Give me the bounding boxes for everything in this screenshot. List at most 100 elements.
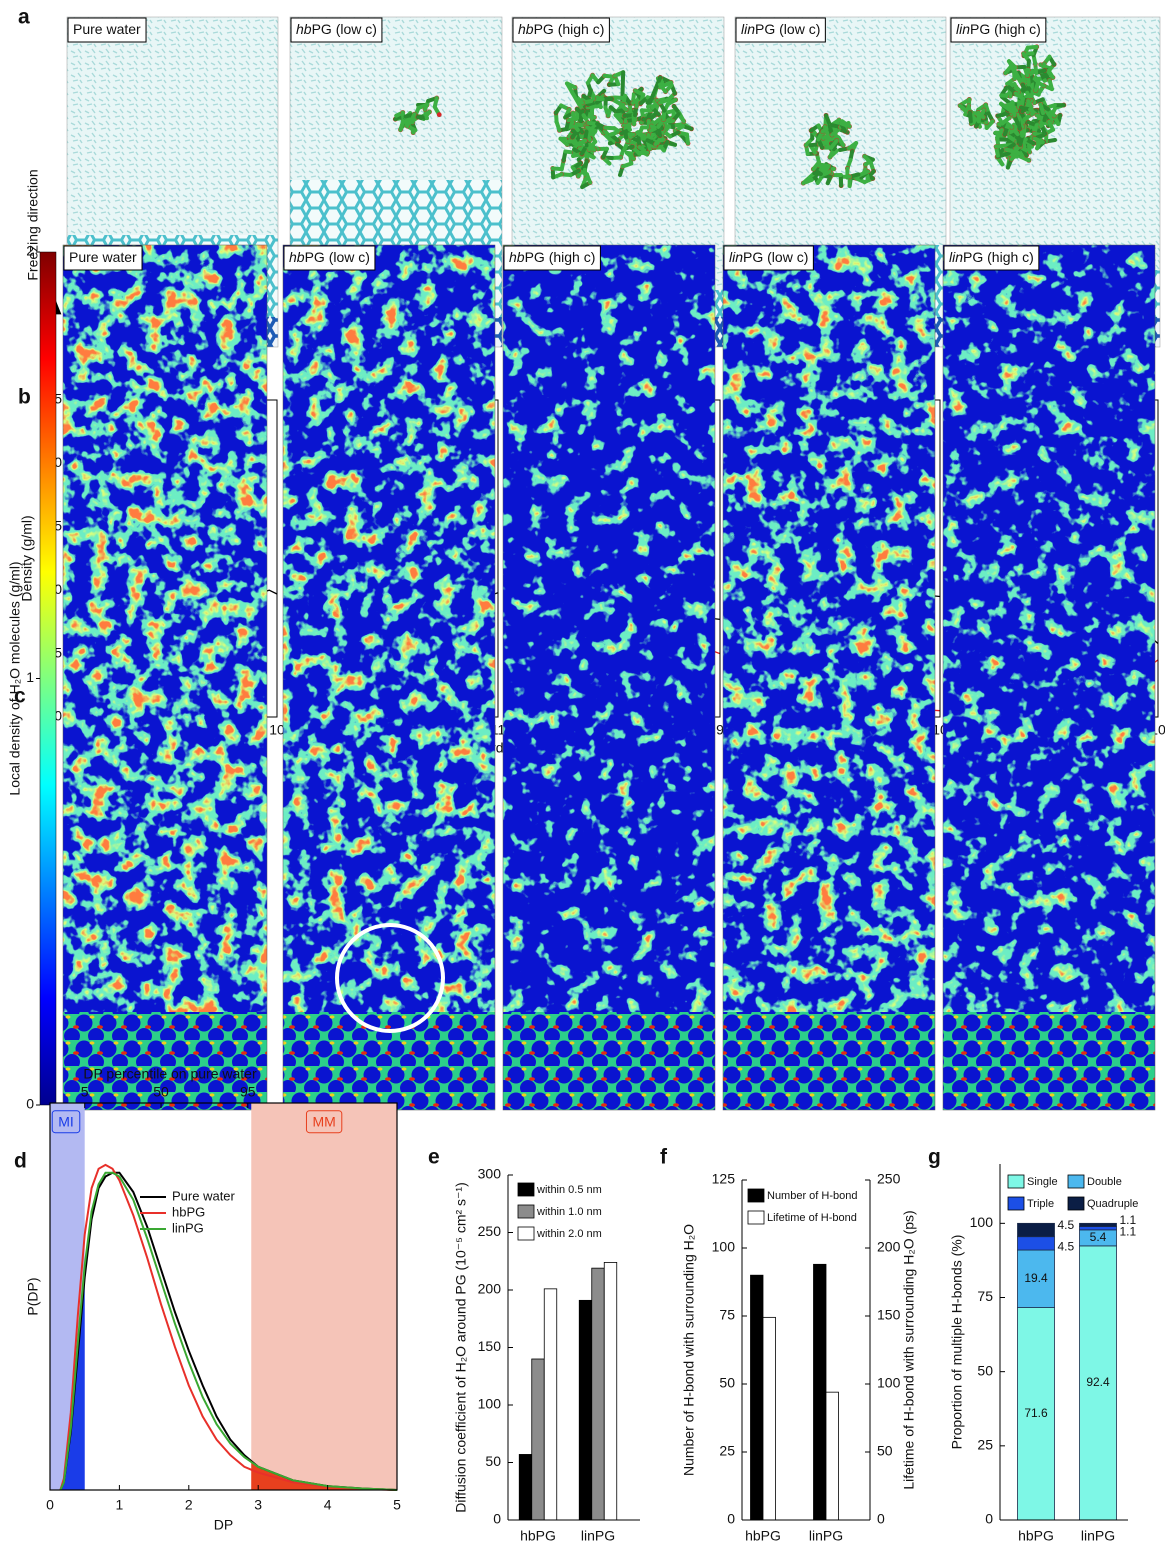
value-label: 71.6 bbox=[1024, 1406, 1048, 1420]
title-text: PG (low c) bbox=[743, 249, 808, 265]
bar bbox=[603, 1262, 618, 1521]
legend-swatch bbox=[1007, 1174, 1025, 1189]
y-tick-label: 75 bbox=[977, 1288, 993, 1304]
y2-tick-label: 50 bbox=[877, 1443, 893, 1459]
polymer-bond bbox=[646, 75, 663, 109]
title-italic: hb bbox=[296, 21, 312, 37]
region-label: MI bbox=[58, 1114, 74, 1130]
bar bbox=[578, 1299, 593, 1521]
y-tick-label: 300 bbox=[478, 1166, 502, 1182]
value-label: 92.4 bbox=[1086, 1375, 1110, 1389]
title-text: PG (high c) bbox=[525, 249, 596, 265]
panel-title: linPG (low c) bbox=[741, 21, 820, 37]
ice-lattice-map bbox=[63, 1012, 267, 1110]
panel-letter: a bbox=[18, 6, 30, 29]
map-frame bbox=[942, 244, 1156, 1111]
bar bbox=[813, 1263, 827, 1521]
polymer-bond bbox=[968, 110, 973, 124]
colorbar bbox=[39, 251, 57, 1106]
x-tick-label: linPG bbox=[809, 1528, 843, 1544]
title-italic: hb bbox=[518, 21, 534, 37]
bar bbox=[518, 1454, 533, 1521]
tail-area bbox=[60, 1277, 85, 1490]
legend-swatch bbox=[1007, 1196, 1025, 1211]
legend-swatch bbox=[517, 1182, 535, 1197]
panel-letter: e bbox=[428, 1146, 440, 1169]
colorbar-tick-label: 0 bbox=[26, 1096, 34, 1112]
y-tick-label: 0 bbox=[985, 1511, 993, 1527]
x-tick-label: hbPG bbox=[745, 1528, 781, 1544]
title-box bbox=[290, 17, 383, 43]
title-text: PG (high c) bbox=[963, 249, 1034, 265]
bar bbox=[543, 1288, 558, 1521]
title-box bbox=[283, 245, 376, 271]
legend-label: Triple bbox=[1027, 1198, 1054, 1210]
legend-label: Number of H-bond bbox=[767, 1190, 858, 1202]
panel-title: hbPG (high c) bbox=[518, 21, 604, 37]
title-text: PG (high c) bbox=[970, 21, 1041, 37]
value-label: 1.1 bbox=[1120, 1224, 1137, 1238]
map-frame bbox=[62, 244, 268, 1111]
y-tick-label: 0 bbox=[493, 1511, 501, 1527]
x2-tick-label: 95 bbox=[240, 1084, 256, 1100]
value-label: 19.4 bbox=[1024, 1271, 1048, 1285]
y-axis-label: Proportion of multiple H-bonds (%) bbox=[949, 1235, 965, 1450]
title-box bbox=[67, 17, 147, 43]
polymer-oxygen bbox=[436, 112, 442, 118]
x2-tick-label: 5 bbox=[81, 1084, 89, 1100]
y-axis-label: P(DP) bbox=[25, 1277, 41, 1315]
value-label: 4.5 bbox=[1058, 1218, 1075, 1232]
bar bbox=[591, 1267, 605, 1521]
colorbar-tick-label: 2 bbox=[26, 243, 34, 259]
x-tick-label: 4 bbox=[324, 1497, 332, 1513]
panel-letter: g bbox=[928, 1146, 941, 1169]
legend-swatch bbox=[1067, 1196, 1085, 1211]
distribution-line bbox=[59, 1163, 398, 1491]
bar-segment bbox=[1017, 1307, 1055, 1521]
bar-segment bbox=[1017, 1249, 1055, 1308]
side-label: Freezing direction bbox=[25, 169, 41, 280]
y-tick-label: 50 bbox=[977, 1362, 993, 1378]
y-tick-label: 250 bbox=[478, 1223, 502, 1239]
region-label: MM bbox=[312, 1114, 335, 1130]
title-text: PG (low c) bbox=[755, 21, 820, 37]
region-label-box bbox=[305, 1110, 343, 1134]
x-tick-label: 0 bbox=[46, 1497, 54, 1513]
x-tick-label: 10 bbox=[269, 722, 285, 738]
title-italic: lin bbox=[729, 249, 743, 265]
ice-lattice-map bbox=[503, 1012, 715, 1110]
ice-lattice-map bbox=[943, 1012, 1155, 1110]
panel-title: hbPG (high c) bbox=[509, 249, 595, 265]
x-tick-label: linPG bbox=[1081, 1528, 1115, 1544]
legend-swatch bbox=[1067, 1174, 1085, 1189]
region-label-box bbox=[51, 1110, 81, 1134]
tail-area bbox=[251, 1461, 397, 1490]
title-text: PG (low c) bbox=[305, 249, 370, 265]
y-axis-label: Diffusion coefficient of H₂O around PG (… bbox=[453, 1182, 469, 1513]
title-text: Pure water bbox=[69, 249, 137, 265]
title-box bbox=[63, 245, 143, 271]
y-tick-label: 25 bbox=[719, 1443, 735, 1459]
title-box bbox=[950, 17, 1047, 43]
title-italic: lin bbox=[741, 21, 755, 37]
bar bbox=[750, 1274, 764, 1521]
highlight-circle bbox=[335, 923, 445, 1033]
title-italic: lin bbox=[949, 249, 963, 265]
panel-title: Pure water bbox=[73, 21, 141, 37]
x-axis-label: DP bbox=[214, 1517, 233, 1533]
value-label: 4.5 bbox=[1058, 1240, 1075, 1254]
legend-label: hbPG bbox=[172, 1204, 205, 1219]
panel-title: hbPG (low c) bbox=[296, 21, 377, 37]
y-tick-label: 100 bbox=[970, 1214, 994, 1230]
y2-tick-label: 150 bbox=[877, 1307, 901, 1323]
title-box bbox=[503, 245, 601, 271]
ice-lattice-map bbox=[723, 1012, 935, 1110]
bar-segment bbox=[1017, 1236, 1055, 1251]
density-map-layer bbox=[63, 245, 267, 1012]
map-frame bbox=[502, 244, 716, 1111]
x-tick-label: 2 bbox=[185, 1497, 193, 1513]
y2-axis-label: Lifetime of H-bond with surrounding H₂O … bbox=[901, 1210, 917, 1489]
legend-label: linPG bbox=[172, 1220, 204, 1235]
title-italic: lin bbox=[956, 21, 970, 37]
